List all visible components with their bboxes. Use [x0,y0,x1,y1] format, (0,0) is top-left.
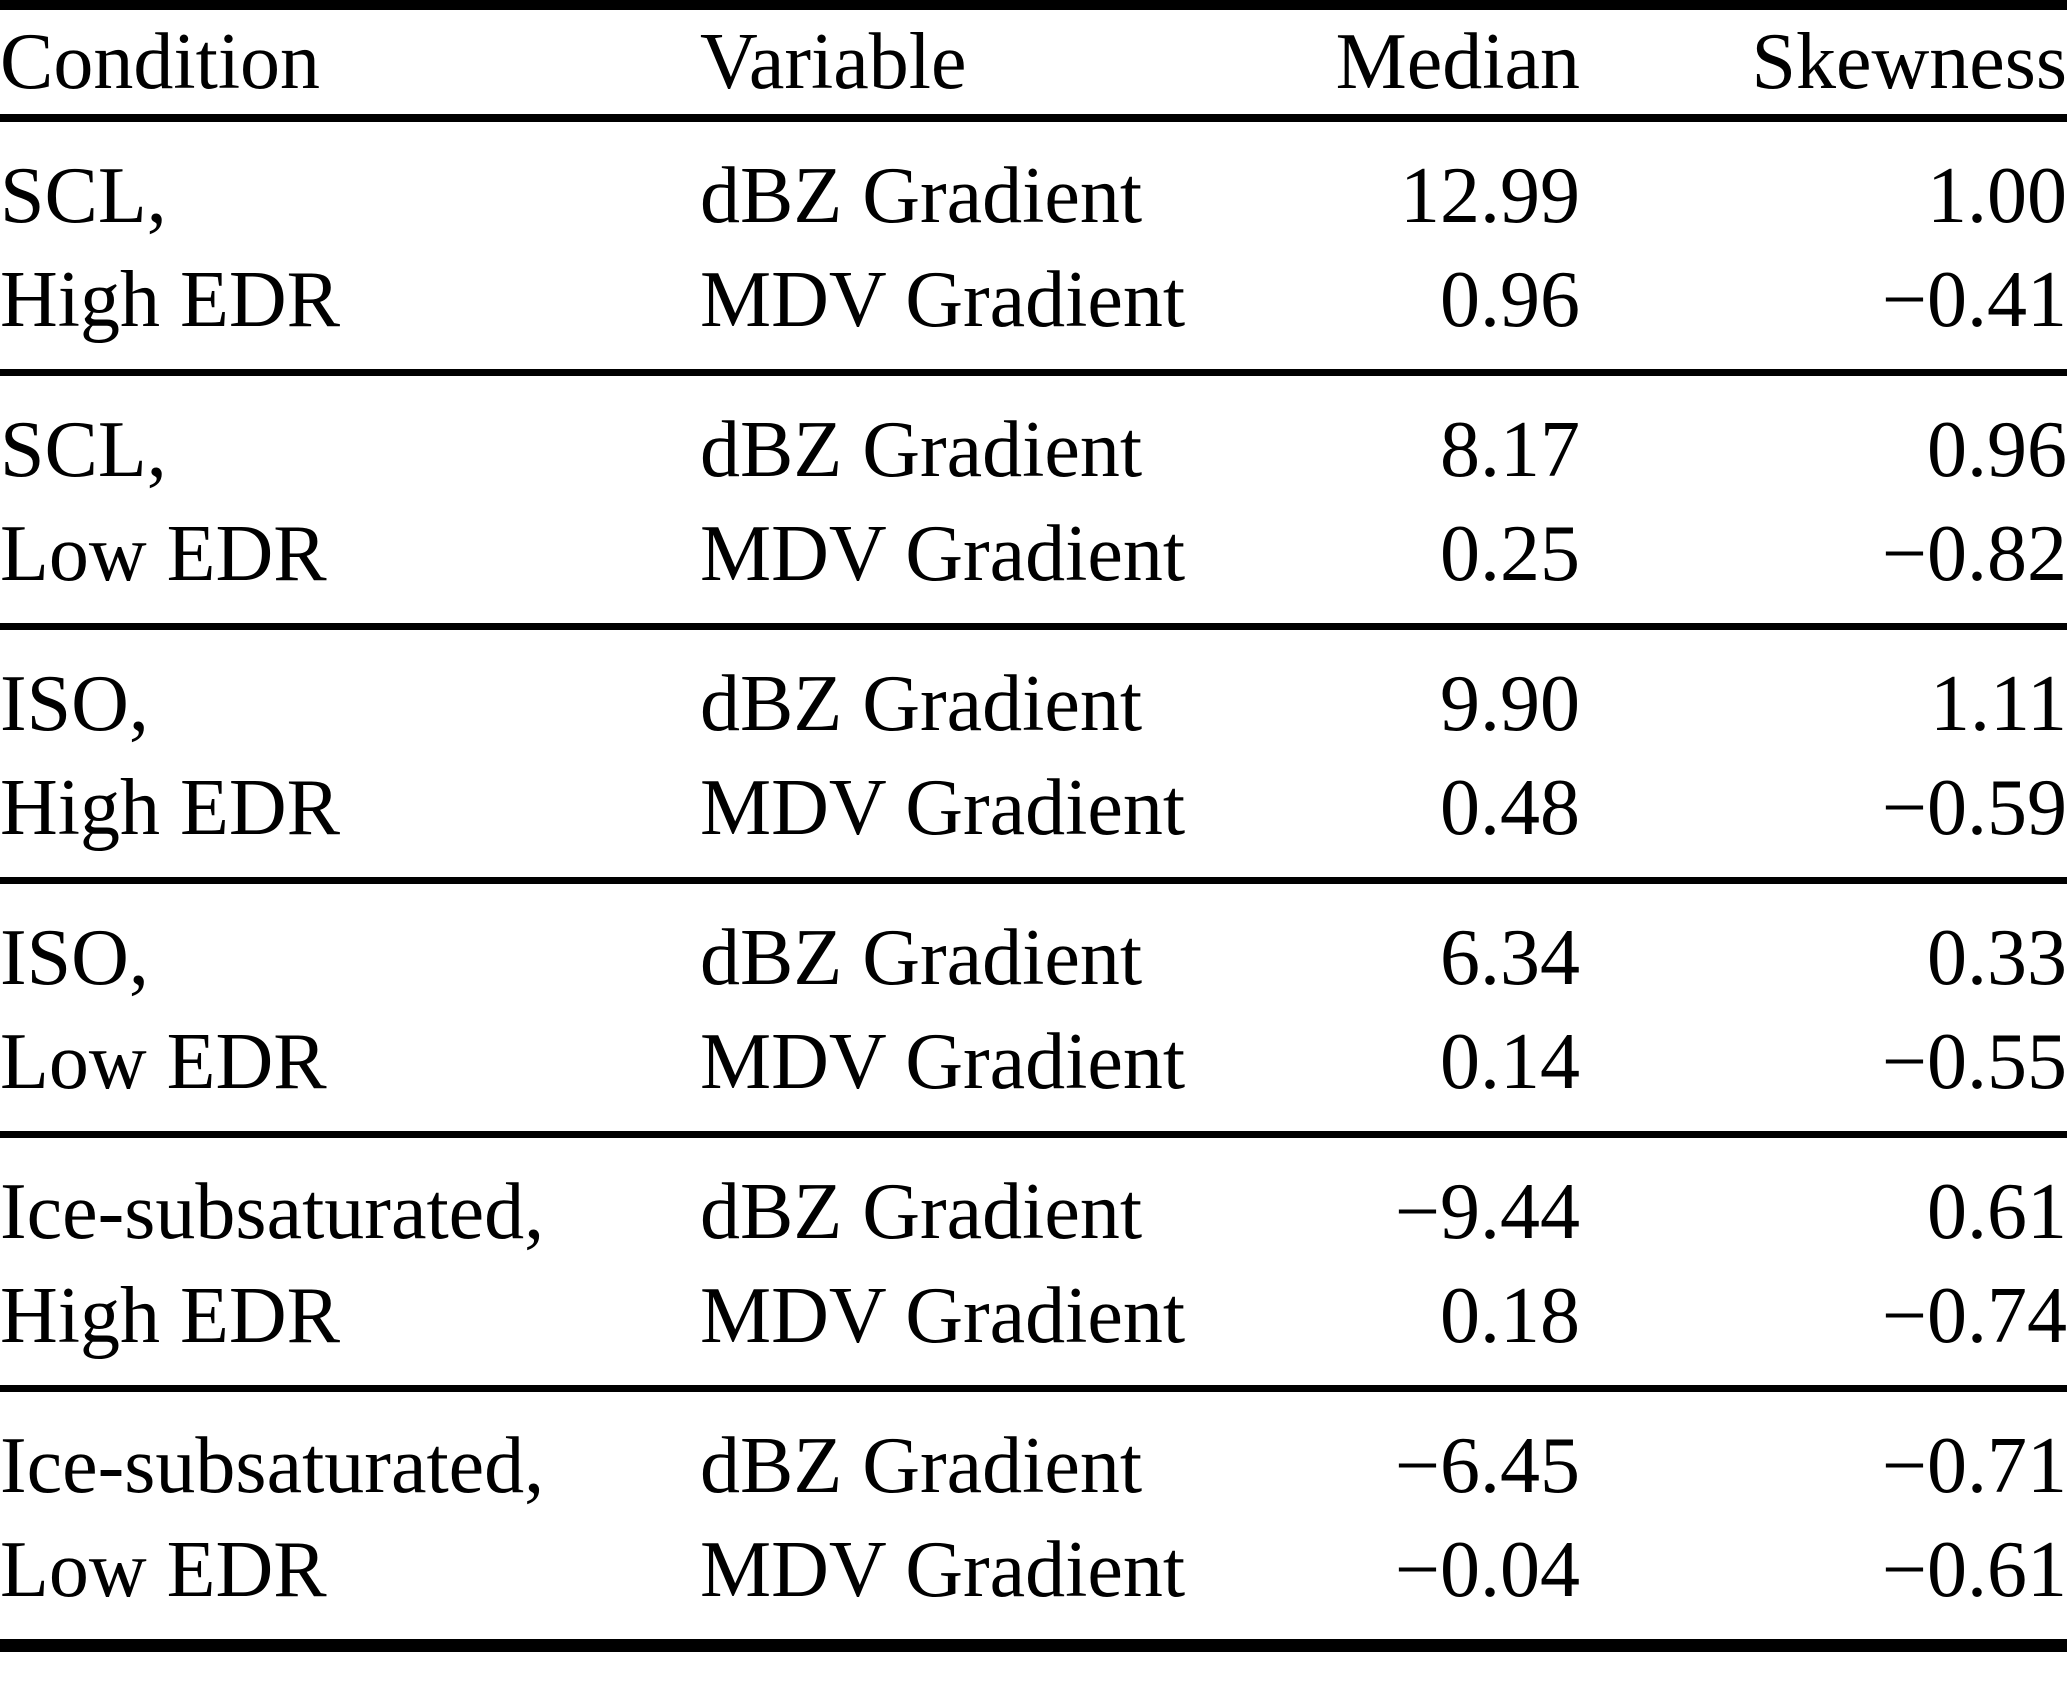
median-cell: 0.18 [1440,1272,1580,1360]
skewness-cell: 0.61 [1927,1168,2067,1256]
median-cell: −6.45 [1394,1422,1580,1510]
condition-cell: High EDR [0,256,340,344]
variable-cell: dBZ Gradient [700,1168,1143,1256]
table-header: Condition Variable Median Skewness [0,5,2067,122]
variable-cell: MDV Gradient [700,1018,1186,1106]
variable-cell: dBZ Gradient [700,660,1143,748]
skewness-cell: −0.41 [1881,256,2067,344]
table-row: Ice-subsaturated, dBZ Gradient −9.44 0.6… [0,1135,2067,1265]
variable-cell: MDV Gradient [700,256,1186,344]
median-cell: 0.14 [1440,1018,1580,1106]
variable-cell: dBZ Gradient [700,914,1143,1002]
condition-cell: SCL, [0,406,167,494]
median-cell: −9.44 [1394,1168,1580,1256]
variable-cell: dBZ Gradient [700,406,1143,494]
variable-cell: MDV Gradient [700,510,1186,598]
table-row: ISO, dBZ Gradient 6.34 0.33 [0,881,2067,1011]
skewness-cell: 1.11 [1929,660,2067,748]
header-median: Median [1200,5,1580,122]
condition-cell: Low EDR [0,510,327,598]
skewness-cell: −0.61 [1881,1526,2067,1614]
median-cell: 8.17 [1440,406,1580,494]
header-condition: Condition [0,5,700,122]
group-scl-low-edr: SCL, dBZ Gradient 8.17 0.96 Low EDR MDV … [0,372,2067,627]
table-row: Low EDR MDV Gradient 0.25 −0.82 [0,502,2067,627]
condition-cell: High EDR [0,1272,340,1360]
median-cell: 12.99 [1400,152,1580,240]
condition-cell: ISO, [0,914,149,1002]
table-row: High EDR MDV Gradient 0.18 −0.74 [0,1264,2067,1389]
table-row: Low EDR MDV Gradient 0.14 −0.55 [0,1010,2067,1135]
table-row: ISO, dBZ Gradient 9.90 1.11 [0,627,2067,757]
header-skewness: Skewness [1580,5,2067,122]
skewness-cell: 1.00 [1927,152,2067,240]
condition-cell: Ice-subsaturated, [0,1422,545,1510]
condition-cell: Ice-subsaturated, [0,1168,545,1256]
median-cell: 9.90 [1440,660,1580,748]
skewness-cell: −0.55 [1881,1018,2067,1106]
table-row: Ice-subsaturated, dBZ Gradient −6.45 −0.… [0,1389,2067,1519]
group-iso-low-edr: ISO, dBZ Gradient 6.34 0.33 Low EDR MDV … [0,880,2067,1135]
group-ice-subsaturated-low-edr: Ice-subsaturated, dBZ Gradient −6.45 −0.… [0,1388,2067,1646]
table-row: SCL, dBZ Gradient 8.17 0.96 [0,373,2067,503]
median-cell: 0.96 [1440,256,1580,344]
condition-cell: Low EDR [0,1526,327,1614]
condition-cell: SCL, [0,152,167,240]
variable-cell: dBZ Gradient [700,152,1143,240]
median-cell: 0.25 [1440,510,1580,598]
condition-cell: High EDR [0,764,340,852]
condition-cell: Low EDR [0,1018,327,1106]
skewness-cell: 0.96 [1927,406,2067,494]
header-row: Condition Variable Median Skewness [0,5,2067,122]
condition-cell: ISO, [0,660,149,748]
median-cell: −0.04 [1394,1526,1580,1614]
skewness-cell: −0.74 [1881,1272,2067,1360]
stats-table: Condition Variable Median Skewness SCL, … [0,0,2067,1652]
table-row: Low EDR MDV Gradient −0.04 −0.61 [0,1518,2067,1646]
table-row: SCL, dBZ Gradient 12.99 1.00 [0,118,2067,248]
variable-cell: dBZ Gradient [700,1422,1143,1510]
group-scl-high-edr: SCL, dBZ Gradient 12.99 1.00 High EDR MD… [0,118,2067,373]
group-ice-subsaturated-high-edr: Ice-subsaturated, dBZ Gradient −9.44 0.6… [0,1134,2067,1389]
skewness-cell: −0.59 [1881,764,2067,852]
median-cell: 0.48 [1440,764,1580,852]
table-row: High EDR MDV Gradient 0.48 −0.59 [0,756,2067,881]
variable-cell: MDV Gradient [700,764,1186,852]
table-row: High EDR MDV Gradient 0.96 −0.41 [0,248,2067,373]
skewness-cell: −0.71 [1881,1422,2067,1510]
skewness-cell: 0.33 [1927,914,2067,1002]
median-cell: 6.34 [1440,914,1580,1002]
group-iso-high-edr: ISO, dBZ Gradient 9.90 1.11 High EDR MDV… [0,626,2067,881]
variable-cell: MDV Gradient [700,1526,1186,1614]
header-variable: Variable [700,5,1200,122]
variable-cell: MDV Gradient [700,1272,1186,1360]
skewness-cell: −0.82 [1881,510,2067,598]
